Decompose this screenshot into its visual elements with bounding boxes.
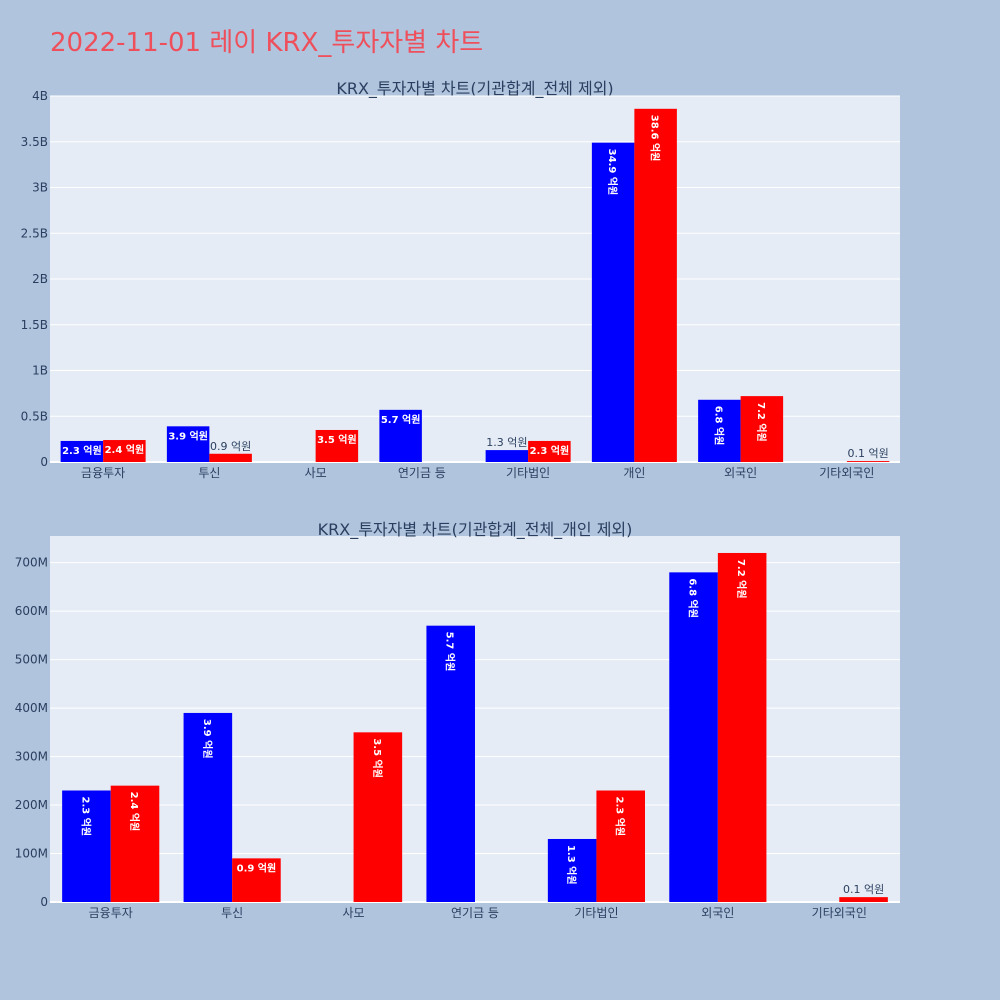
data-label: 2.4 억원 xyxy=(105,443,145,456)
chart-subtitle: KRX_투자자별 차트(기관합계_전체 제외) xyxy=(336,79,613,99)
y-tick-label: 400M xyxy=(15,701,48,715)
data-label: 7.2 억원 xyxy=(735,559,748,599)
bar-series-1 xyxy=(379,409,422,462)
data-label: 2.3 억원 xyxy=(614,797,627,837)
bar-series-2 xyxy=(353,732,403,902)
y-tick-label: 500M xyxy=(15,653,48,667)
y-tick-label: 1B xyxy=(32,364,48,378)
bar-series-1 xyxy=(485,450,529,462)
data-label: 34.9 억원 xyxy=(606,149,619,196)
bar-series-1 xyxy=(60,440,104,462)
chart-top-investor-trading: KRX_투자자별 차트(기관합계_전체 제외) 0 0.5B 1B 1.5B 2B 2.5B… xyxy=(21,79,900,480)
x-tick-label: 연기금 등 xyxy=(451,906,499,920)
data-label: 6.8 억원 xyxy=(687,578,700,618)
x-tick-label: 투신 xyxy=(198,466,220,480)
y-tick-label: 100M xyxy=(15,847,48,861)
data-label: 1.3 억원 xyxy=(486,436,527,449)
chart-subtitle: KRX_투자자별 차트(기관합계_전체_개인 제외) xyxy=(318,520,633,540)
bar-series-1 xyxy=(166,426,210,462)
data-label: 3.9 억원 xyxy=(201,719,214,759)
x-tick-label: 외국인 xyxy=(701,906,734,920)
y-tick-label: 4B xyxy=(32,89,48,103)
bar-series-1 xyxy=(426,625,475,902)
x-tick-label: 기타외국인 xyxy=(819,466,874,480)
data-label: 3.5 억원 xyxy=(317,433,357,446)
data-label: 2.3 억원 xyxy=(79,797,92,837)
y-tick-label: 700M xyxy=(15,556,48,570)
data-label: 3.5 억원 xyxy=(371,738,384,778)
y-tick-label: 2.5B xyxy=(21,226,48,240)
bar-series-1 xyxy=(183,712,233,902)
data-label: 0.9 억원 xyxy=(237,861,277,874)
bar-series-2 xyxy=(634,108,677,462)
bar-series-2 xyxy=(740,396,784,462)
bar-series-2 xyxy=(110,785,160,902)
bar-series-2 xyxy=(232,858,281,902)
data-label: 0.1 억원 xyxy=(843,883,884,896)
bar-series-1 xyxy=(547,838,597,902)
data-label: 0.1 억원 xyxy=(848,447,889,460)
bar-series-2 xyxy=(839,897,888,902)
y-tick-label: 300M xyxy=(15,750,48,764)
bar-series-1 xyxy=(669,572,718,902)
bar-series-2 xyxy=(103,440,146,462)
data-label: 1.3 억원 xyxy=(565,845,578,885)
data-label: 2.4 억원 xyxy=(128,792,141,832)
y-tick-label: 600M xyxy=(15,604,48,618)
data-label: 7.2 억원 xyxy=(755,402,768,442)
x-tick-label: 금융투자 xyxy=(81,466,125,480)
x-tick-label: 기타외국인 xyxy=(812,906,867,920)
data-label: 6.8 억원 xyxy=(712,406,725,446)
y-tick-label: 0.5B xyxy=(21,409,48,423)
x-tick-label: 사모 xyxy=(305,466,327,480)
x-tick-label: 투신 xyxy=(221,906,243,920)
data-label: 5.7 억원 xyxy=(381,413,421,426)
page-title: 2022-11-01 레이 KRX_투자자별 차트 xyxy=(50,28,484,58)
x-tick-label: 외국인 xyxy=(724,466,757,480)
data-label: 2.3 억원 xyxy=(62,444,102,457)
y-tick-label: 0 xyxy=(40,455,48,469)
x-tick-label: 기타법인 xyxy=(574,906,618,920)
y-tick-label: 1.5B xyxy=(21,318,48,332)
bar-series-2 xyxy=(315,429,359,462)
data-label: 3.9 억원 xyxy=(168,429,208,442)
bar-series-2 xyxy=(717,552,767,902)
x-tick-label: 사모 xyxy=(343,906,365,920)
x-tick-label: 개인 xyxy=(623,466,645,480)
data-label: 2.3 억원 xyxy=(530,444,570,457)
x-tick-label: 기타법인 xyxy=(506,466,550,480)
y-tick-label: 2B xyxy=(32,272,48,286)
data-label: 0.9 억원 xyxy=(210,440,251,453)
bar-series-2 xyxy=(528,440,571,462)
y-tick-label: 0 xyxy=(40,895,48,909)
bar-series-1 xyxy=(698,399,741,462)
y-tick-label: 3.5B xyxy=(21,135,48,149)
chart-bottom-investor-trading-excl-individual: KRX_투자자별 차트(기관합계_전체_개인 제외) 0 100M 200M 300M 4… xyxy=(15,520,900,920)
bar-series-1 xyxy=(591,142,635,463)
y-tick-label: 3B xyxy=(32,181,48,195)
bar-series-2 xyxy=(596,790,645,902)
bar-series-2 xyxy=(846,461,890,462)
data-label: 5.7 억원 xyxy=(444,632,457,672)
x-tick-label: 연기금 등 xyxy=(398,466,446,480)
x-tick-label: 금융투자 xyxy=(89,906,133,920)
y-tick-label: 200M xyxy=(15,798,48,812)
bar-series-2 xyxy=(209,453,252,462)
bar-series-1 xyxy=(62,790,111,902)
data-label: 38.6 억원 xyxy=(649,115,662,162)
